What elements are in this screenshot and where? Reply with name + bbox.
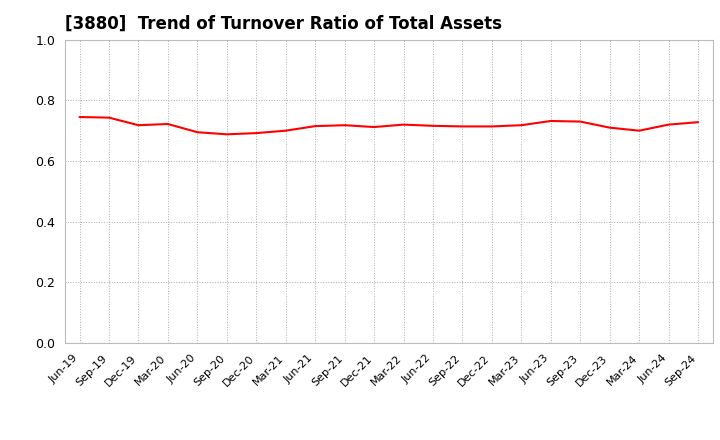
Text: [3880]  Trend of Turnover Ratio of Total Assets: [3880] Trend of Turnover Ratio of Total … <box>65 15 502 33</box>
